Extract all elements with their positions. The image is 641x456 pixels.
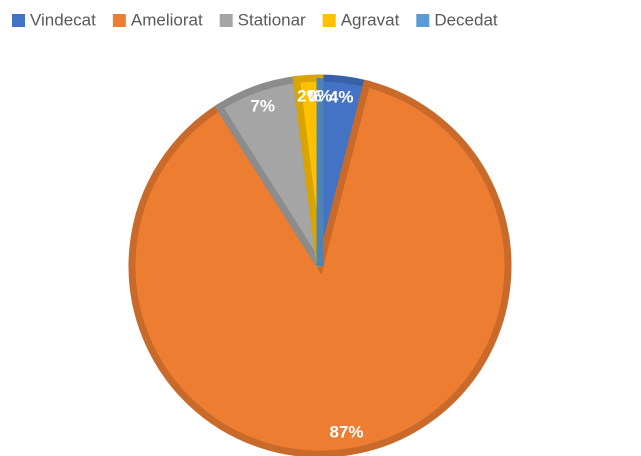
legend-label: Decedat <box>434 10 498 29</box>
slice-label: 0% <box>308 86 333 105</box>
legend-swatch <box>322 14 336 27</box>
legend-label: Stationar <box>238 10 306 29</box>
slice-outline <box>128 79 512 456</box>
slice-label: 87% <box>329 423 363 442</box>
slice-label: 7% <box>250 96 275 115</box>
legend-label: Agravat <box>341 10 400 29</box>
slice-labels: 4% 87% 7% 2%0% <box>250 86 363 441</box>
slice <box>219 79 320 266</box>
slice-label: 4% <box>329 88 354 107</box>
legend: Vindecat Ameliorat Stationar Agravat Decedat <box>12 10 498 29</box>
pie <box>128 74 512 456</box>
legend-label: Ameliorat <box>131 10 203 29</box>
slice-label: 2% <box>297 87 322 106</box>
legend-swatch <box>219 14 233 27</box>
legend-label: Vindecat <box>30 10 96 29</box>
legend-swatch <box>416 14 430 27</box>
legend-swatch <box>112 14 126 27</box>
legend-swatch <box>12 14 25 27</box>
